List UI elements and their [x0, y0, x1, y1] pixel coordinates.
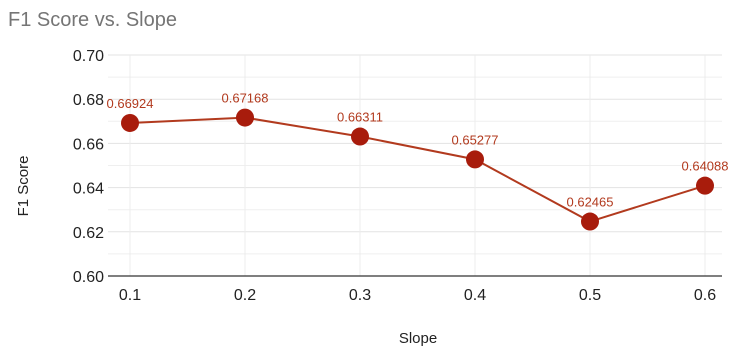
y-tick-label: 0.70: [73, 48, 104, 65]
data-points: [121, 108, 714, 231]
data-label: 0.62465: [567, 195, 614, 210]
data-label: 0.64088: [682, 159, 729, 174]
x-tick-label: 0.2: [234, 287, 256, 304]
y-tick-labels: 0.60 0.62 0.64 0.66 0.68 0.70: [73, 48, 104, 286]
chart-title: F1 Score vs. Slope: [8, 9, 177, 31]
x-tick-labels: 0.1 0.2 0.3 0.4 0.5 0.6: [119, 287, 716, 304]
series-line: [129, 116, 706, 223]
data-point: [696, 176, 714, 195]
y-tick-label: 0.60: [73, 269, 104, 286]
y-tick-label: 0.62: [73, 225, 104, 242]
data-label: 0.66924: [107, 96, 154, 111]
x-tick-label: 0.1: [119, 287, 141, 304]
data-point: [121, 113, 139, 132]
data-labels: 0.66924 0.67168 0.66311 0.65277 0.62465 0.640…: [107, 91, 729, 210]
y-tick-label: 0.66: [73, 136, 104, 153]
x-tick-label: 0.5: [579, 287, 601, 304]
data-label: 0.65277: [452, 132, 499, 147]
x-tick-label: 0.6: [694, 287, 716, 304]
grid-lines: [108, 54, 722, 276]
data-label: 0.66311: [337, 110, 383, 125]
data-point: [581, 212, 599, 231]
data-label: 0.67168: [222, 91, 269, 106]
data-point: [466, 150, 484, 169]
data-point: [351, 127, 369, 146]
y-axis-label: F1 Score: [15, 156, 32, 217]
y-tick-label: 0.68: [73, 92, 104, 109]
data-point: [236, 108, 254, 127]
x-tick-label: 0.3: [349, 287, 371, 304]
y-tick-label: 0.64: [73, 181, 104, 198]
x-axis-label: Slope: [399, 330, 437, 347]
x-tick-label: 0.4: [464, 287, 486, 304]
